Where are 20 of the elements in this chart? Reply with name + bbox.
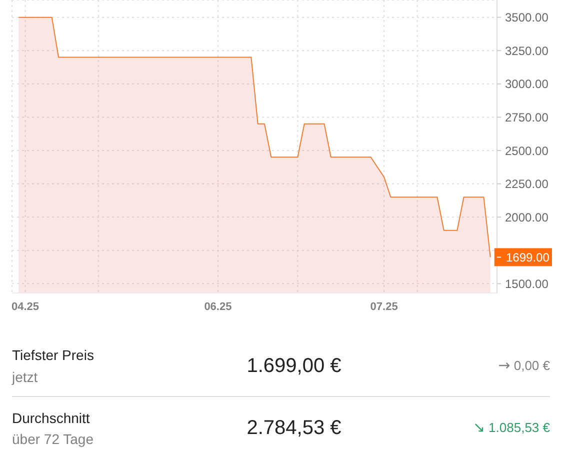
y-tick-label: 3000.00 [505, 77, 549, 92]
annotation: 1699.00 [506, 250, 550, 265]
text: Tiefster Preis [12, 347, 94, 364]
text: → 0,00 € [498, 358, 550, 374]
x-tick-label: 04.25 [12, 300, 40, 313]
text: 2.784,53 € [246, 416, 342, 440]
y-tick-label: 3500.00 [505, 10, 549, 25]
text: ↘ 1.085,53 € [472, 420, 550, 436]
text: jetzt [12, 368, 38, 386]
x-tick-label: 07.25 [370, 300, 398, 313]
y-tick-label: 2750.00 [505, 110, 549, 124]
text: über 72 Tage [12, 431, 94, 448]
y-tick-label: 1500.00 [505, 276, 549, 291]
x-tick-label: 06.25 [204, 300, 232, 313]
y-tick-label: 2000.00 [505, 210, 549, 224]
y-tick-label: 2250.00 [505, 177, 549, 192]
y-tick-label: 2500.00 [505, 144, 549, 158]
y-tick-label: 3250.00 [505, 44, 549, 58]
text: 1.699,00 € [246, 354, 342, 378]
text: Durchschnitt [12, 410, 90, 427]
